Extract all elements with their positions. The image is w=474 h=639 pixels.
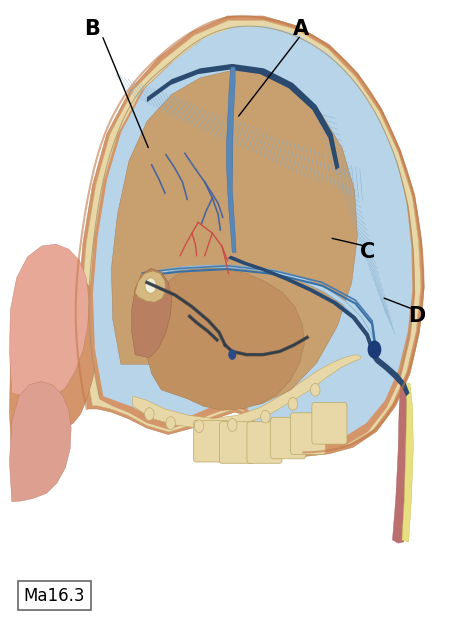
Polygon shape: [228, 256, 375, 355]
Text: C: C: [360, 242, 375, 263]
Polygon shape: [146, 268, 304, 410]
Polygon shape: [93, 26, 412, 447]
Polygon shape: [142, 265, 377, 359]
Polygon shape: [9, 244, 89, 400]
Circle shape: [145, 278, 156, 293]
Polygon shape: [133, 355, 361, 428]
Polygon shape: [9, 272, 100, 460]
Circle shape: [166, 417, 175, 429]
Text: A: A: [293, 19, 309, 39]
Polygon shape: [402, 383, 413, 542]
Text: D: D: [409, 306, 426, 327]
FancyBboxPatch shape: [219, 422, 255, 463]
Polygon shape: [9, 381, 71, 502]
Polygon shape: [82, 20, 421, 454]
Circle shape: [368, 341, 381, 358]
Polygon shape: [371, 353, 410, 396]
Circle shape: [228, 419, 237, 431]
Polygon shape: [111, 70, 357, 408]
Polygon shape: [227, 67, 236, 252]
Polygon shape: [78, 16, 424, 457]
Circle shape: [145, 408, 154, 420]
Circle shape: [261, 410, 270, 423]
Circle shape: [194, 420, 204, 433]
FancyBboxPatch shape: [247, 422, 282, 463]
Polygon shape: [132, 268, 172, 358]
Circle shape: [229, 350, 236, 359]
FancyBboxPatch shape: [193, 420, 228, 462]
Circle shape: [288, 397, 298, 410]
FancyBboxPatch shape: [271, 417, 306, 459]
Polygon shape: [89, 28, 415, 455]
Circle shape: [310, 383, 320, 396]
FancyBboxPatch shape: [291, 413, 326, 454]
Text: B: B: [84, 19, 100, 39]
FancyBboxPatch shape: [312, 403, 347, 444]
Text: Ma16.3: Ma16.3: [24, 587, 85, 604]
Polygon shape: [135, 271, 166, 302]
Polygon shape: [147, 64, 339, 170]
Polygon shape: [392, 387, 409, 543]
